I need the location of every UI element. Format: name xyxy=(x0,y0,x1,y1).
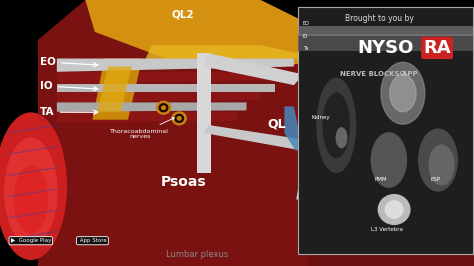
Bar xyxy=(298,7,473,254)
Polygon shape xyxy=(284,106,301,152)
Polygon shape xyxy=(97,66,132,112)
Ellipse shape xyxy=(371,133,406,187)
Ellipse shape xyxy=(317,78,356,172)
Ellipse shape xyxy=(429,145,454,185)
Text: QL: QL xyxy=(400,71,408,76)
Ellipse shape xyxy=(378,195,410,224)
Text: PMM: PMM xyxy=(375,177,387,182)
Text: ▶  Google Play: ▶ Google Play xyxy=(10,238,51,243)
Text: Ta: Ta xyxy=(303,46,308,51)
Polygon shape xyxy=(308,40,474,106)
Text: Lumbar plexus: Lumbar plexus xyxy=(166,250,228,259)
Polygon shape xyxy=(57,112,237,122)
Polygon shape xyxy=(57,59,294,72)
Text: NYSO: NYSO xyxy=(358,39,414,57)
Text: ESP: ESP xyxy=(431,177,441,182)
Text: IO: IO xyxy=(40,81,98,91)
Polygon shape xyxy=(85,0,341,59)
Ellipse shape xyxy=(5,138,57,245)
Ellipse shape xyxy=(381,62,425,124)
Polygon shape xyxy=(38,0,341,266)
Polygon shape xyxy=(197,53,211,173)
Text: TA: TA xyxy=(40,107,98,117)
Polygon shape xyxy=(92,59,142,120)
Polygon shape xyxy=(57,92,261,102)
Polygon shape xyxy=(204,53,303,85)
Polygon shape xyxy=(57,84,275,92)
Ellipse shape xyxy=(419,129,457,191)
Polygon shape xyxy=(204,125,313,152)
Text: Kidney: Kidney xyxy=(312,115,330,120)
Ellipse shape xyxy=(336,128,347,148)
Bar xyxy=(298,26,473,36)
Text: Psoas: Psoas xyxy=(161,175,207,189)
Text: QL2: QL2 xyxy=(171,9,194,19)
Ellipse shape xyxy=(0,113,66,259)
Ellipse shape xyxy=(172,112,186,125)
Text: L3 Vertebra: L3 Vertebra xyxy=(371,227,403,232)
Bar xyxy=(298,34,473,51)
Text: Brought to you by: Brought to you by xyxy=(345,14,414,23)
Polygon shape xyxy=(142,45,322,66)
Polygon shape xyxy=(57,102,246,112)
Ellipse shape xyxy=(390,75,416,112)
Polygon shape xyxy=(296,59,332,200)
Text: EO: EO xyxy=(40,57,98,67)
Text: App Store: App Store xyxy=(78,238,107,243)
Text: NERVE BLOCKS APP: NERVE BLOCKS APP xyxy=(340,72,418,77)
Ellipse shape xyxy=(177,117,181,120)
Ellipse shape xyxy=(156,101,171,114)
Polygon shape xyxy=(308,93,474,266)
Text: IO: IO xyxy=(303,34,308,39)
Ellipse shape xyxy=(159,104,168,112)
Ellipse shape xyxy=(385,201,403,218)
Text: EO: EO xyxy=(303,22,310,26)
Text: Thoracoabdominal
nerves: Thoracoabdominal nerves xyxy=(110,118,174,139)
Text: QL: QL xyxy=(268,118,286,131)
Ellipse shape xyxy=(14,166,47,233)
Ellipse shape xyxy=(323,93,349,157)
Ellipse shape xyxy=(162,106,165,110)
Text: RA: RA xyxy=(423,39,451,57)
Polygon shape xyxy=(57,72,294,84)
Ellipse shape xyxy=(175,114,183,122)
